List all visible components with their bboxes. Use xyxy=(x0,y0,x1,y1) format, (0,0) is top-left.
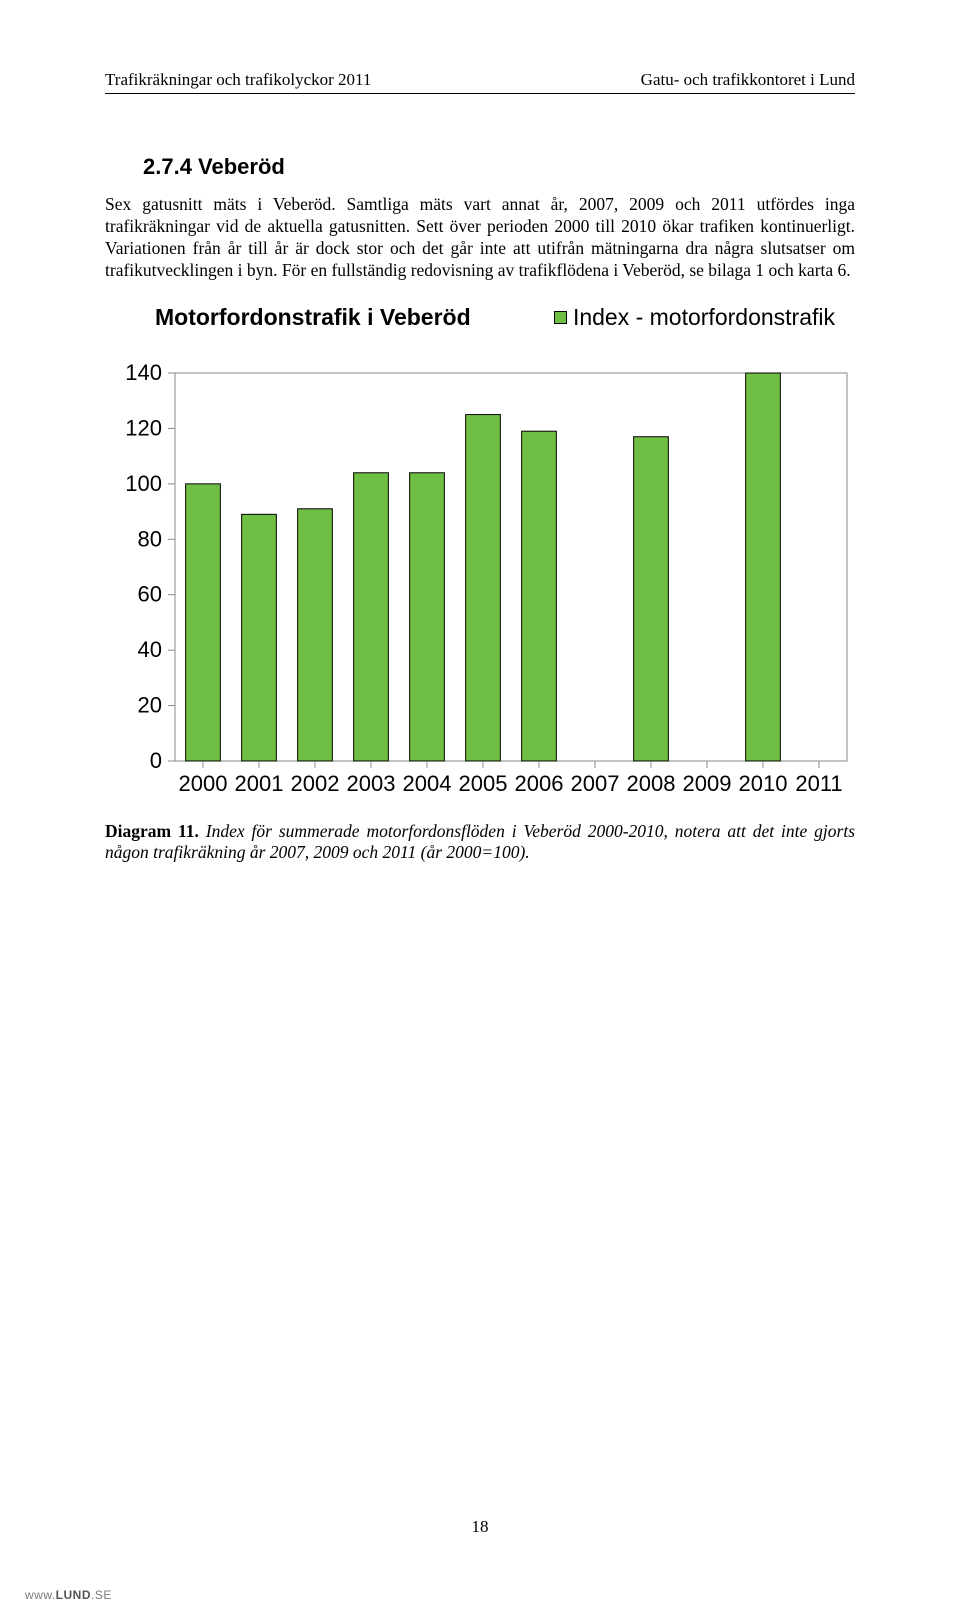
header-left: Trafikräkningar och trafikolyckor 2011 xyxy=(105,70,371,90)
footer-logo: www.LUND.SE xyxy=(25,1588,112,1602)
legend-swatch xyxy=(554,311,567,324)
svg-text:0: 0 xyxy=(150,748,162,773)
footer-brand: LUND xyxy=(56,1588,91,1602)
section-paragraph: Sex gatusnitt mäts i Veberöd. Samtliga m… xyxy=(105,194,855,282)
chart-legend: Index - motorfordonstrafik xyxy=(554,304,835,331)
svg-text:2000: 2000 xyxy=(179,771,228,796)
page-header: Trafikräkningar och trafikolyckor 2011 G… xyxy=(105,70,855,90)
svg-text:2005: 2005 xyxy=(459,771,508,796)
svg-text:40: 40 xyxy=(138,637,162,662)
chart-title: Motorfordonstrafik i Veberöd xyxy=(155,304,471,331)
svg-text:2002: 2002 xyxy=(291,771,340,796)
section-heading: 2.7.4 Veberöd xyxy=(143,154,855,180)
chart-caption: Diagram 11. Index för summerade motorfor… xyxy=(105,821,855,863)
page-number: 18 xyxy=(0,1517,960,1537)
svg-text:120: 120 xyxy=(125,415,162,440)
chart-header-row: Motorfordonstrafik i Veberöd Index - mot… xyxy=(155,304,835,331)
header-right: Gatu- och trafikkontoret i Lund xyxy=(641,70,855,90)
svg-text:20: 20 xyxy=(138,692,162,717)
svg-text:2008: 2008 xyxy=(627,771,676,796)
svg-text:60: 60 xyxy=(138,581,162,606)
bar-chart: 0 20 40 60 80 100 120 140 2000 2001 2002 2003 2004 20… xyxy=(105,361,857,816)
chart-container: 0 20 40 60 80 100 120 140 2000 2001 2002 2003 2004 20… xyxy=(105,361,855,816)
footer-prefix: www. xyxy=(25,1588,56,1602)
footer-suffix: .SE xyxy=(91,1588,112,1602)
svg-text:2006: 2006 xyxy=(515,771,564,796)
svg-text:2011: 2011 xyxy=(795,771,842,796)
svg-text:2010: 2010 xyxy=(739,771,788,796)
svg-text:80: 80 xyxy=(138,526,162,551)
caption-lead: Diagram 11. xyxy=(105,821,199,841)
caption-rest: Index för summerade motorfordonsflöden i… xyxy=(105,821,855,862)
svg-text:2007: 2007 xyxy=(571,771,620,796)
svg-text:2003: 2003 xyxy=(347,771,396,796)
svg-text:100: 100 xyxy=(125,470,162,495)
header-rule xyxy=(105,93,855,94)
svg-text:140: 140 xyxy=(125,361,162,385)
svg-text:2001: 2001 xyxy=(235,771,284,796)
svg-text:2009: 2009 xyxy=(683,771,732,796)
svg-text:2004: 2004 xyxy=(403,771,452,796)
legend-label: Index - motorfordonstrafik xyxy=(573,304,835,331)
